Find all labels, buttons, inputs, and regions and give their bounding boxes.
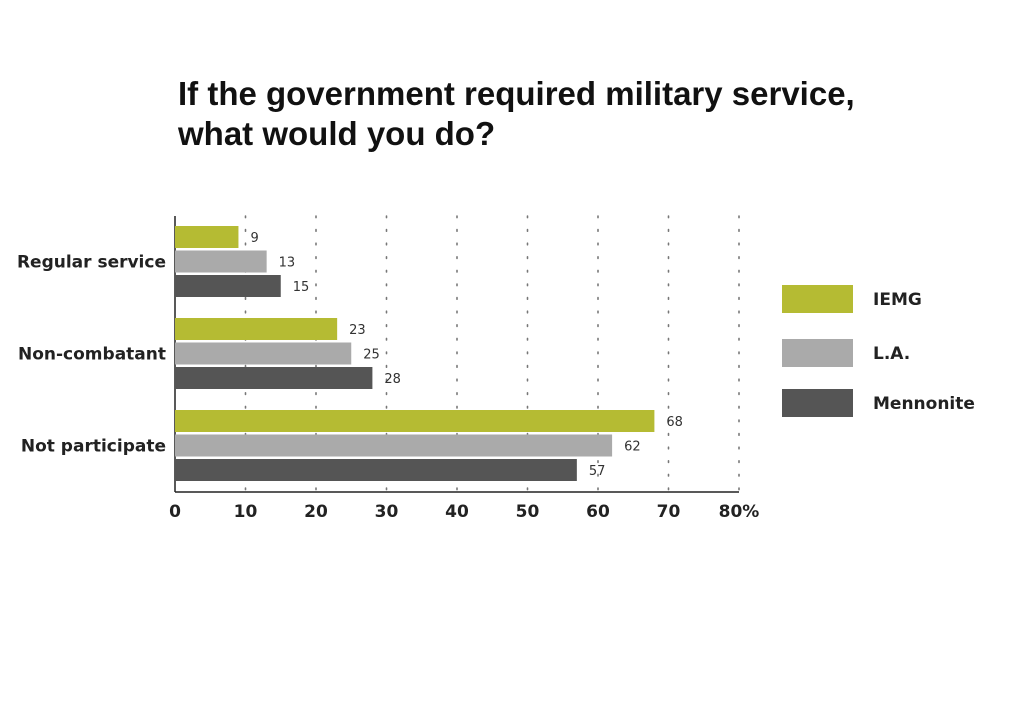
data-label: 25 xyxy=(363,348,380,363)
bar xyxy=(175,367,373,389)
bar xyxy=(175,459,577,481)
bar xyxy=(175,275,281,297)
bar xyxy=(175,226,239,248)
category-label: Regular service xyxy=(17,253,166,273)
data-label: 57 xyxy=(589,464,606,479)
x-tick-label: 70 xyxy=(657,502,681,522)
data-label: 9 xyxy=(250,231,258,246)
x-tick-label: 40 xyxy=(445,502,469,522)
bar xyxy=(175,250,267,273)
legend-swatch xyxy=(782,339,853,367)
x-tick-label: 30 xyxy=(375,502,399,522)
x-tick-label: 10 xyxy=(234,502,258,522)
x-tick-label: 80% xyxy=(719,502,760,522)
legend-label: L.A. xyxy=(873,344,910,364)
legend-swatch xyxy=(782,285,853,313)
bar xyxy=(175,318,338,340)
x-tick-label: 20 xyxy=(304,502,328,522)
category-label: Non-combatant xyxy=(18,345,166,365)
category-label: Not participate xyxy=(21,437,166,457)
bar xyxy=(175,410,655,432)
data-label: 23 xyxy=(349,323,366,338)
x-tick-label: 50 xyxy=(516,502,540,522)
legend-label: Mennonite xyxy=(873,394,975,414)
data-label: 15 xyxy=(293,280,310,295)
x-tick-label: 60 xyxy=(586,502,610,522)
data-label: 28 xyxy=(384,372,401,387)
data-label: 62 xyxy=(624,440,641,455)
legend-swatch xyxy=(782,389,853,417)
legend-label: IEMG xyxy=(873,290,922,310)
bar xyxy=(175,342,352,365)
chart-title-line-1: If the government required military serv… xyxy=(178,75,855,112)
chart-title: If the government required military serv… xyxy=(178,74,978,154)
bar xyxy=(175,434,613,457)
data-label: 68 xyxy=(666,415,683,430)
data-label: 13 xyxy=(279,256,296,271)
x-tick-label: 0 xyxy=(169,502,181,522)
chart-title-line-2: what would you do? xyxy=(178,115,496,152)
